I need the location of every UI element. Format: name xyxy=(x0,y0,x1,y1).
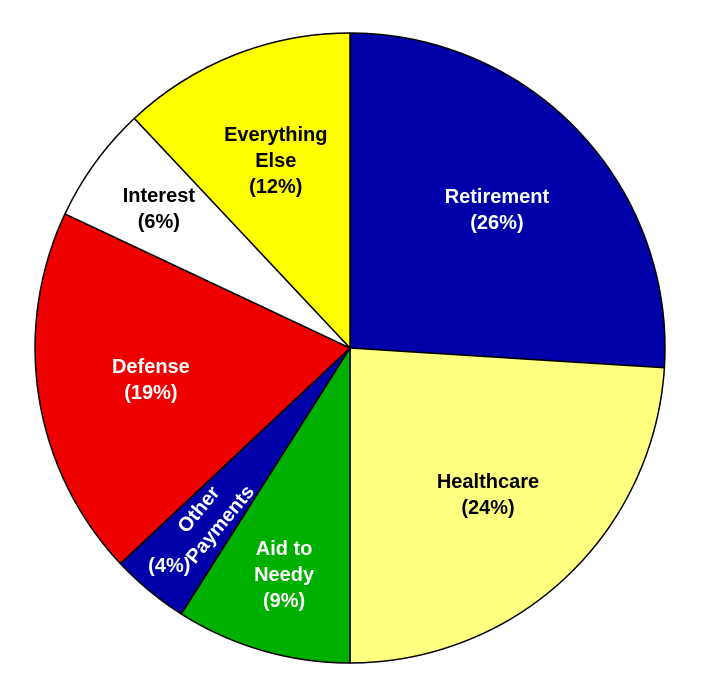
value-label: (9%) xyxy=(262,589,306,612)
slice-label: Aid to Needy (9%) xyxy=(219,536,349,614)
slice-label: Healthcare (24%) xyxy=(423,469,553,521)
value-label: (26%) xyxy=(470,211,524,234)
category-label: Interest xyxy=(122,185,195,208)
value-label: (24%) xyxy=(461,496,515,519)
category-label: Retirement xyxy=(444,185,550,208)
slice-label: Defense (19%) xyxy=(86,354,216,406)
value-label: (12%) xyxy=(249,175,303,198)
pie-slice xyxy=(349,32,666,369)
category-label: Everything Else xyxy=(224,123,328,172)
value-label: (6%) xyxy=(137,211,180,234)
pie-slice xyxy=(180,345,351,664)
pie-slice xyxy=(34,212,352,565)
category-label: Healthcare xyxy=(436,470,540,493)
value-label: (19%) xyxy=(124,381,178,404)
category-label: Defense xyxy=(111,355,190,378)
value-label: (4%) xyxy=(148,555,191,578)
slice-label: Interest (6%) xyxy=(94,183,224,235)
pie-slice xyxy=(63,117,351,349)
slice-label: Retirement (26%) xyxy=(432,184,562,236)
pie-slice xyxy=(349,347,666,664)
category-label: Aid to Needy xyxy=(254,537,315,586)
pie-slice xyxy=(133,32,351,350)
slice-label: Everything Else (12%) xyxy=(211,122,341,200)
